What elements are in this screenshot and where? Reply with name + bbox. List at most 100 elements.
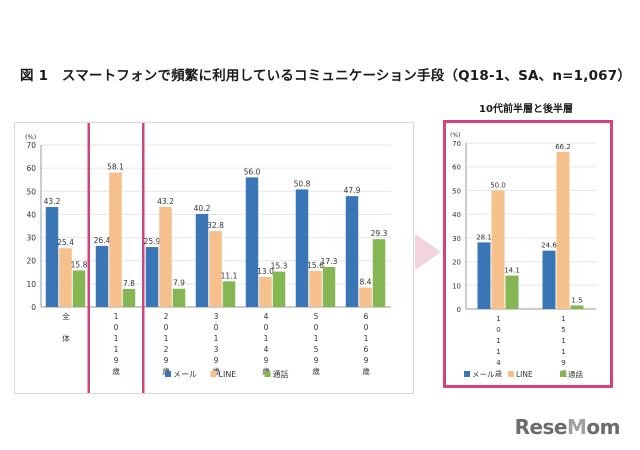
legend-swatch <box>508 371 514 377</box>
data-label: 29.3 <box>371 229 388 238</box>
bar <box>122 288 136 307</box>
data-label: 25.9 <box>144 237 161 246</box>
legend-swatch <box>210 371 217 377</box>
bar <box>477 242 491 309</box>
x-tick-label: 9 <box>114 356 119 365</box>
sub-chart: (%) 0 10 20 30 40 50 60 70 28.1 50.0 14.1 1 0 1 1 4 歳 24.6… <box>443 120 613 388</box>
bar <box>59 248 72 307</box>
x-tick-label: 体 <box>62 333 70 343</box>
y-tick-label: 60 <box>452 164 461 172</box>
data-label: 11.1 <box>221 271 238 280</box>
x-tick-label: 全 <box>62 311 70 321</box>
x-tick-label: 4 <box>496 359 501 367</box>
bar <box>556 152 570 309</box>
x-tick-label: 歳 <box>312 366 320 376</box>
y-tick-label: 0 <box>31 303 36 312</box>
x-tick-label: 4 <box>264 345 269 354</box>
data-label: 17.3 <box>321 257 338 266</box>
legend-swatch <box>165 371 171 377</box>
y-tick-label: 20 <box>452 259 461 267</box>
y-tick-label: 10 <box>452 282 461 290</box>
x-tick-label: 1 <box>496 315 500 323</box>
data-label: 25.4 <box>57 238 74 247</box>
y-axis-unit: (%) <box>450 132 460 139</box>
data-label: 7.9 <box>173 279 185 288</box>
x-tick-label: 9 <box>264 356 269 365</box>
x-tick-label: 9 <box>164 356 169 365</box>
x-tick-label: 9 <box>314 356 319 365</box>
y-tick-label: 70 <box>452 140 461 148</box>
legend-swatch <box>560 371 566 377</box>
legend-label: メール <box>173 370 197 379</box>
x-tick-label: 歳 <box>362 366 370 376</box>
bar <box>505 275 519 309</box>
x-tick-label: 1 <box>214 334 219 343</box>
bar <box>359 287 372 307</box>
data-label: 7.8 <box>123 279 135 288</box>
x-tick-label: 1 <box>364 334 369 343</box>
x-tick-label: 0 <box>364 323 369 332</box>
data-label: 40.2 <box>194 204 211 213</box>
data-label: 1.5 <box>571 296 582 304</box>
bar <box>145 247 159 307</box>
data-label: 43.2 <box>157 197 174 206</box>
y-tick-label: 20 <box>26 257 36 266</box>
legend-label: 通話 <box>568 369 583 379</box>
bar <box>209 231 222 307</box>
x-tick-label: 5 <box>314 345 319 354</box>
x-tick-label: 0 <box>114 323 119 332</box>
data-label: 15.3 <box>271 262 288 271</box>
x-tick-label: 1 <box>496 348 500 356</box>
sub-chart-title: 10代前半層と後半層 <box>479 104 573 115</box>
y-tick-label: 40 <box>26 210 36 219</box>
y-axis-unit: (%) <box>25 133 36 141</box>
x-tick-label: 1 <box>561 315 565 323</box>
y-tick-label: 40 <box>452 211 461 219</box>
bar <box>542 250 556 309</box>
x-tick-label: 5 <box>561 326 565 334</box>
bar <box>491 190 505 309</box>
data-label: 24.6 <box>541 242 557 250</box>
x-tick-label: 9 <box>561 359 565 367</box>
x-tick-label: 歳 <box>112 366 120 376</box>
legend-swatch <box>264 371 271 377</box>
x-tick-label: 歳 <box>495 369 502 378</box>
main-chart-svg: (%)01020304050607043.225.415.8全体26.458.1… <box>25 117 391 401</box>
bar <box>345 196 359 307</box>
data-label: 32.8 <box>207 221 224 230</box>
x-tick-label: 6 <box>364 345 369 354</box>
bar <box>309 270 322 307</box>
data-label: 43.2 <box>44 197 61 206</box>
bar <box>245 177 259 307</box>
x-tick-label: 9 <box>214 356 219 365</box>
x-tick-label: 3 <box>214 312 219 321</box>
legend-label: 通話 <box>273 369 289 379</box>
sub-chart-svg: (%)01020304050607028.150.014.110114歳24.6… <box>450 132 596 379</box>
main-chart: (%) 0 10 20 30 40 50 60 70 43.2 25.4 15.8 全体 26.4 58.1… <box>14 117 414 401</box>
data-label: 15.6 <box>307 261 324 270</box>
y-tick-label: 30 <box>26 234 36 243</box>
legend-label: LINE <box>516 370 533 379</box>
x-tick-label: 1 <box>114 312 119 321</box>
x-tick-label: 0 <box>164 323 169 332</box>
bar <box>109 172 122 307</box>
x-tick-label: 1 <box>314 334 319 343</box>
y-tick-label: 0 <box>457 306 461 314</box>
figure-title: 図 1 スマートフォンで頻繁に利用しているコミュニケーション手段（Q18-1、S… <box>20 68 632 84</box>
x-tick-label: 1 <box>114 334 119 343</box>
x-tick-label: 1 <box>561 337 565 345</box>
x-tick-label: 2 <box>164 312 169 321</box>
legend-label: LINE <box>219 370 237 379</box>
data-label: 58.1 <box>107 163 124 172</box>
bar <box>72 270 86 307</box>
data-label: 8.4 <box>360 278 372 287</box>
x-tick-label: 0 <box>264 323 269 332</box>
data-label: 13.0 <box>257 267 274 276</box>
data-label: 56.0 <box>244 167 261 176</box>
data-label: 47.9 <box>344 186 361 195</box>
legend-swatch <box>464 371 470 377</box>
data-label: 26.4 <box>94 236 111 245</box>
bar <box>95 245 109 307</box>
arrow-icon <box>415 234 441 270</box>
bar <box>322 266 336 307</box>
